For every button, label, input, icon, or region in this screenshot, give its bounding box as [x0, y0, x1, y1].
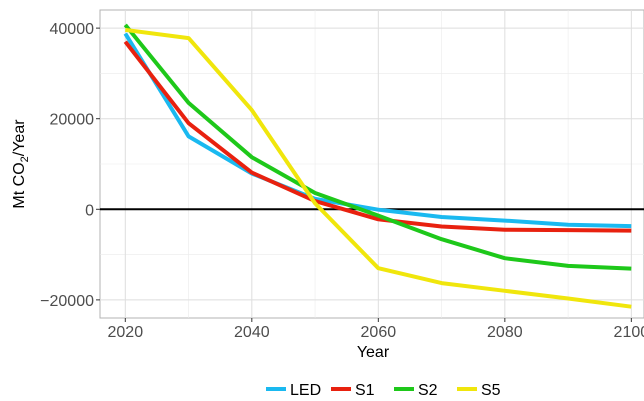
y-tick-label: 20000 [50, 112, 95, 129]
x-tick-label: 2080 [487, 324, 523, 341]
y-axis: −20000 0 20000 40000 [40, 21, 100, 310]
x-axis-title: Year [357, 344, 390, 361]
series-line-s5 [125, 27, 632, 309]
y-tick-label: 40000 [50, 21, 95, 38]
y-axis-title-post: /Year [11, 119, 28, 156]
series-line-s1 [123, 40, 632, 233]
y-tick-label: −20000 [40, 293, 94, 310]
series-line-led [123, 32, 632, 229]
series-lines [123, 23, 632, 309]
legend: LED S1 S2 S5 [266, 382, 501, 399]
y-axis-title-pre: Mt CO [11, 162, 28, 208]
x-tick-label: 2100 [614, 324, 644, 341]
legend-label-s1: S1 [355, 382, 375, 399]
legend-label-s5: S5 [481, 382, 501, 399]
x-tick-label: 2040 [234, 324, 270, 341]
x-tick-label: 2020 [108, 324, 144, 341]
series-line-s2 [123, 23, 632, 271]
legend-label-led: LED [290, 382, 321, 399]
minor-grid [100, 10, 644, 318]
y-axis-title-sub: 2 [19, 156, 31, 162]
x-axis: 2020 2040 2060 2080 2100 [108, 318, 644, 341]
legend-label-s2: S2 [418, 382, 438, 399]
y-tick-label: 0 [85, 202, 94, 219]
y-axis-title: Mt CO2/Year [11, 119, 31, 209]
x-tick-label: 2060 [361, 324, 397, 341]
